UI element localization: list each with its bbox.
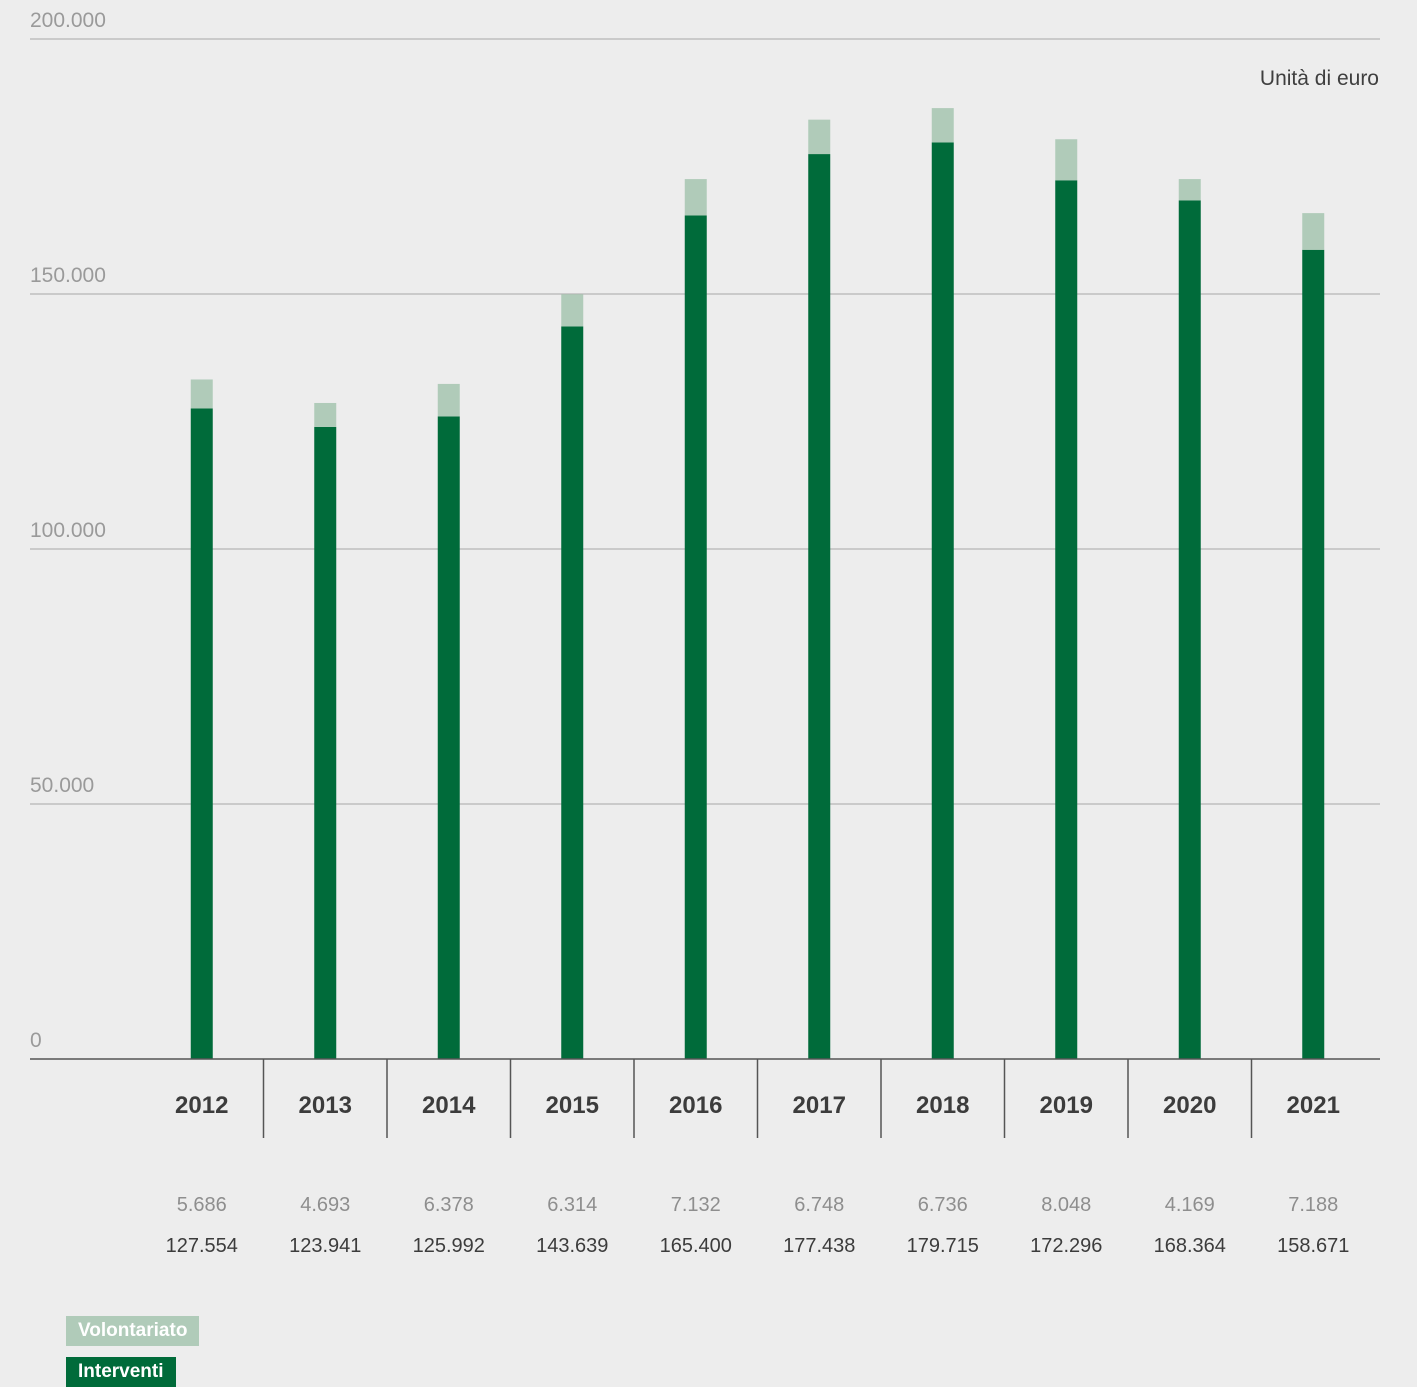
y-tick-label: 100.000 (30, 519, 106, 542)
bars (190, 108, 1325, 1060)
x-tick-label: 2014 (422, 1092, 476, 1119)
x-tick-label: 2015 (546, 1092, 599, 1119)
bar-volontariato (314, 402, 337, 427)
data-label-interventi: 177.438 (783, 1235, 855, 1257)
data-label-interventi: 172.296 (1030, 1235, 1102, 1257)
bar-volontariato (684, 179, 707, 216)
y-tick-label: 0 (30, 1029, 42, 1052)
data-label-volontariato: 8.048 (1041, 1194, 1091, 1216)
data-label-interventi: 125.992 (413, 1235, 485, 1257)
bar-volontariato (437, 383, 460, 417)
data-label-interventi: 123.941 (289, 1235, 361, 1257)
legend-interventi: Interventi (66, 1357, 176, 1387)
x-tick-label: 2020 (1163, 1092, 1216, 1119)
x-axis: 2012 2013 2014 2015 2016 2017 2018 2019 2020 2021 (30, 1058, 1380, 1138)
data-label-volontariato: 4.693 (300, 1194, 350, 1216)
y-tick-label: 150.000 (30, 264, 106, 287)
y-tick-label: 50.000 (30, 774, 94, 797)
x-tick-label: 2016 (669, 1092, 722, 1119)
bar-volontariato (1178, 179, 1201, 201)
bar-volontariato (931, 108, 954, 143)
bar-interventi (314, 426, 337, 1060)
value-labels: 5.686 127.554 4.693 123.941 6.378 125.992 6.31… (166, 1194, 1350, 1257)
data-label-volontariato: 6.378 (424, 1194, 474, 1216)
data-label-interventi: 165.400 (660, 1235, 732, 1257)
bar-interventi (1302, 249, 1325, 1059)
bar-volontariato (808, 119, 831, 155)
data-label-interventi: 168.364 (1154, 1235, 1226, 1257)
x-tick-label: 2012 (175, 1092, 228, 1119)
bar-interventi (1055, 180, 1078, 1059)
bar-interventi (190, 408, 213, 1059)
data-label-volontariato: 6.736 (918, 1194, 968, 1216)
x-tick-label: 2021 (1287, 1092, 1340, 1119)
data-label-volontariato: 6.314 (547, 1194, 597, 1216)
y-tick-label: 200.000 (30, 9, 106, 32)
data-label-interventi: 143.639 (536, 1235, 608, 1257)
bar-volontariato (190, 379, 213, 409)
data-label-volontariato: 7.132 (671, 1194, 721, 1216)
x-tick-label: 2013 (299, 1092, 352, 1119)
data-label-volontariato: 5.686 (177, 1194, 227, 1216)
x-tick-label: 2019 (1040, 1092, 1093, 1119)
bar-interventi (437, 416, 460, 1059)
bar-volontariato (1302, 213, 1325, 250)
bar-interventi (808, 154, 831, 1060)
legend-volontariato: Volontariato (66, 1316, 200, 1346)
data-label-volontariato: 4.169 (1165, 1194, 1215, 1216)
bar-interventi (1178, 200, 1201, 1059)
data-label-interventi: 179.715 (907, 1235, 979, 1257)
x-tick-label: 2017 (793, 1092, 846, 1119)
data-label-interventi: 158.671 (1277, 1235, 1349, 1257)
bar-volontariato (1055, 139, 1078, 181)
bar-interventi (561, 326, 584, 1059)
data-label-volontariato: 6.748 (794, 1194, 844, 1216)
x-tick-label: 2018 (916, 1092, 969, 1119)
unit-label: Unità di euro (1260, 67, 1379, 90)
bar-volontariato (561, 294, 584, 327)
data-label-interventi: 127.554 (166, 1235, 238, 1257)
bar-interventi (931, 142, 954, 1060)
data-label-volontariato: 7.188 (1288, 1194, 1338, 1216)
bar-interventi (684, 215, 707, 1059)
